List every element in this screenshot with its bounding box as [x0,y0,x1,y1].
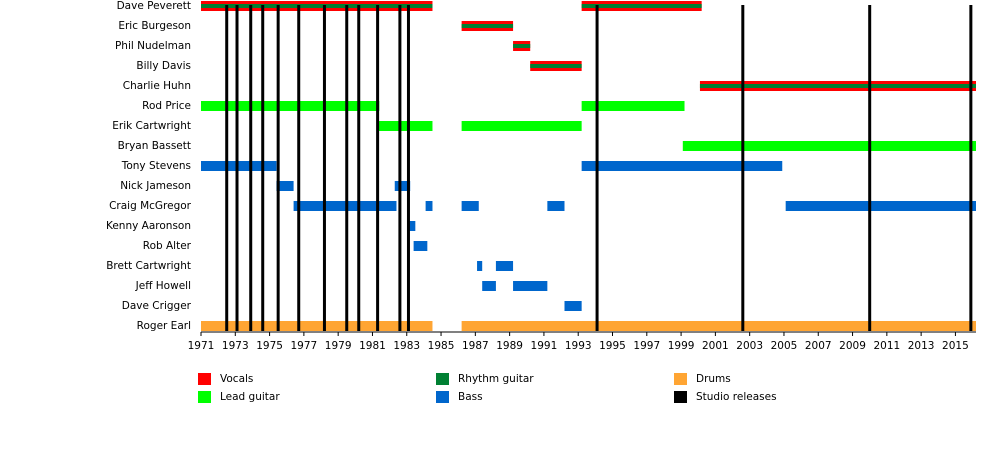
member-label: Dave Crigger [122,300,192,312]
member-label: Roger Earl [137,320,191,332]
member-label: Nick Jameson [120,180,191,192]
member-bar-stripe [513,44,531,48]
x-tick-label: 1971 [188,340,215,352]
legend-label: Bass [458,391,483,403]
x-tick-label: 1983 [393,340,420,352]
x-tick-label: 2011 [873,340,900,352]
member-bar-stripe [581,4,702,8]
member-bar [477,261,483,271]
x-tick-label: 2003 [736,340,763,352]
legend-swatch [198,391,211,403]
x-tick-label: 2015 [942,340,969,352]
x-tick-label: 2005 [771,340,798,352]
x-tick-label: 1987 [462,340,489,352]
member-bar-stripe [530,64,582,68]
member-label: Brett Cartwright [106,260,191,272]
legend-swatch [674,391,687,403]
x-tick-label: 1997 [633,340,660,352]
member-bar [201,101,380,111]
member-label: Charlie Huhn [123,80,191,92]
member-bar [682,141,976,151]
member-label: Phil Nudelman [115,40,191,52]
member-label: Dave Peverett [117,0,191,12]
member-label: Rod Price [142,100,191,112]
legend-swatch [436,373,449,385]
member-bar [408,221,416,231]
member-bar [581,161,783,171]
member-bar [377,121,433,131]
x-tick-label: 1973 [222,340,249,352]
member-bar-stripe [201,4,433,8]
member-bar [276,181,294,191]
member-bar [513,281,548,291]
member-bar [495,261,514,271]
member-bar-stripe [461,24,514,28]
member-label: Rob Alter [143,240,192,252]
member-label: Bryan Bassett [118,140,191,152]
x-tick-label: 1991 [531,340,558,352]
member-label: Billy Davis [136,60,191,72]
x-tick-label: 1995 [599,340,626,352]
legend-swatch [436,391,449,403]
member-bar [293,201,397,211]
x-tick-label: 1977 [291,340,318,352]
x-tick-label: 2013 [908,340,935,352]
legend-label: Drums [696,373,731,385]
member-bar [564,301,582,311]
legend-label: Studio releases [696,391,777,403]
legend-swatch [674,373,687,385]
x-tick-label: 1975 [256,340,283,352]
x-tick-label: 1999 [668,340,695,352]
x-tick-label: 2009 [839,340,866,352]
member-bar [394,181,411,191]
x-tick-label: 2007 [805,340,832,352]
x-tick-label: 1985 [428,340,455,352]
member-bar [461,121,582,131]
member-label: Erik Cartwright [112,120,191,132]
x-tick-label: 1979 [325,340,352,352]
legend-swatch [198,373,211,385]
x-tick-label: 1993 [565,340,592,352]
member-label: Craig McGregor [109,200,192,212]
legend-label: Vocals [220,373,253,385]
member-bar [785,201,976,211]
legend-label: Lead guitar [220,391,280,403]
member-bar [482,281,496,291]
member-bar-stripe [699,84,976,88]
member-label: Kenny Aaronson [106,220,191,232]
legend-label: Rhythm guitar [458,373,534,385]
member-label: Tony Stevens [121,160,191,172]
x-tick-label: 1981 [359,340,386,352]
member-label: Jeff Howell [135,280,191,292]
member-bar [461,201,479,211]
member-bar [425,201,433,211]
x-tick-label: 2001 [702,340,729,352]
member-bar [201,161,277,171]
member-label: Eric Burgeson [118,20,191,32]
member-bar [201,321,433,331]
member-bar [547,201,565,211]
x-tick-label: 1989 [496,340,523,352]
member-bar [413,241,428,251]
member-bar [461,321,976,331]
member-bar [581,101,685,111]
